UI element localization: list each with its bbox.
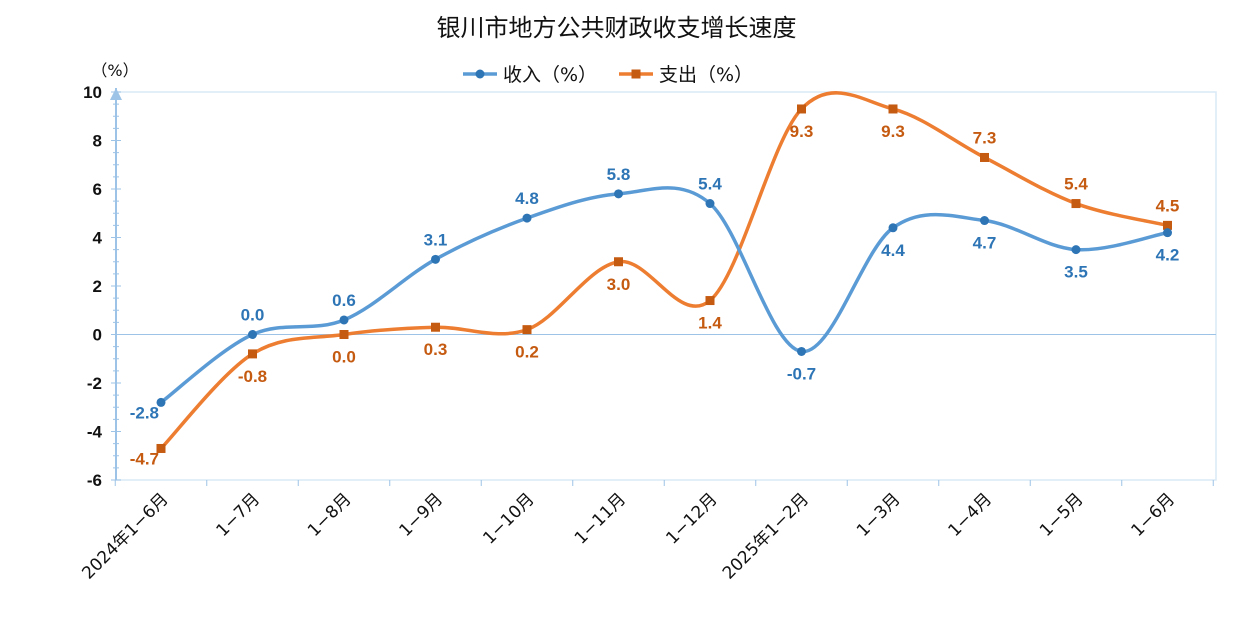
x-tick-label: 1−11月 (571, 489, 630, 548)
series-line-expenditure (159, 91, 1168, 450)
data-point-expenditure (156, 443, 166, 453)
x-tick-label: 2024年1−6月 (78, 489, 172, 583)
y-tick-label: 4 (93, 229, 103, 248)
y-tick-label: 0 (93, 326, 102, 345)
y-tick-label: 6 (93, 180, 102, 199)
data-point-income (431, 254, 440, 264)
data-label-expenditure: 9.3 (881, 122, 905, 141)
data-point-income (797, 346, 806, 356)
data-label-income: -2.8 (130, 403, 159, 422)
x-tick-label: 1−3月 (853, 489, 905, 541)
series-line-income (159, 186, 1168, 404)
data-label-expenditure: 0.0 (332, 348, 356, 367)
data-label-expenditure: -0.8 (238, 367, 267, 386)
y-tick-label: -2 (87, 374, 102, 393)
data-point-income (888, 223, 898, 233)
data-label-income: 0.6 (332, 291, 356, 310)
data-point-income (248, 330, 257, 339)
data-label-income: 4.2 (1156, 246, 1180, 265)
data-label-income: 5.4 (698, 175, 722, 194)
y-tick-label: -4 (87, 423, 103, 442)
data-label-expenditure: 4.5 (1156, 196, 1180, 215)
data-label-expenditure: 1.4 (698, 314, 722, 333)
y-tick-label: 8 (93, 132, 102, 151)
data-point-income (614, 189, 623, 199)
data-point-income (156, 397, 166, 407)
data-point-expenditure (1071, 199, 1081, 209)
data-label-expenditure: 0.2 (515, 343, 539, 362)
data-label-income: 4.7 (973, 234, 997, 253)
data-label-income: 3.5 (1064, 263, 1088, 282)
data-point-expenditure (614, 257, 623, 267)
y-axis-unit-label: （%） (91, 61, 138, 80)
x-tick-label: 2025年1−2月 (719, 489, 813, 583)
data-label-income: 5.8 (607, 165, 631, 184)
x-tick-label: 1−12月 (662, 489, 721, 548)
y-tick-label: 10 (83, 83, 102, 102)
data-label-expenditure: 3.0 (607, 275, 631, 294)
data-point-income (1071, 245, 1081, 255)
y-axis-arrow (110, 88, 122, 100)
x-tick-label: 1−7月 (212, 489, 264, 541)
x-tick-label: 1−4月 (944, 489, 996, 541)
data-label-expenditure: -4.7 (130, 449, 159, 468)
data-point-income (339, 315, 349, 325)
legend-label-expenditure: 支出（%） (659, 64, 753, 86)
data-label-income: 0.0 (241, 306, 265, 325)
data-label-expenditure: 7.3 (973, 128, 997, 147)
legend-marker-income (475, 69, 485, 79)
data-point-expenditure (431, 322, 440, 332)
data-label-income: 4.4 (881, 241, 905, 260)
y-tick-label: -6 (87, 471, 102, 490)
data-point-expenditure (248, 349, 257, 359)
data-point-expenditure (522, 325, 532, 335)
data-point-expenditure (339, 330, 349, 339)
plot-area-border (115, 91, 1217, 481)
x-tick-label: 1−6月 (1127, 489, 1179, 541)
legend-label-income: 收入（%） (503, 64, 597, 86)
data-label-income: 3.1 (424, 230, 448, 249)
data-point-expenditure (797, 104, 806, 114)
legend-marker-expenditure (631, 69, 641, 79)
data-point-income (705, 199, 715, 209)
data-label-expenditure: 0.3 (424, 340, 448, 359)
data-point-expenditure (705, 296, 715, 306)
data-label-income: -0.7 (787, 364, 816, 383)
chart-title: 银川市地方公共财政收支增长速度 (436, 14, 797, 42)
data-point-income (1163, 228, 1172, 238)
data-point-expenditure (980, 152, 989, 162)
x-tick-label: 1−9月 (395, 489, 447, 541)
data-point-income (522, 213, 532, 223)
data-point-expenditure (1163, 220, 1172, 230)
x-tick-label: 1−10月 (479, 489, 538, 548)
x-tick-label: 1−8月 (304, 489, 356, 541)
y-tick-label: 2 (93, 277, 102, 296)
data-label-expenditure: 9.3 (790, 122, 814, 141)
data-label-income: 4.8 (515, 189, 539, 208)
data-point-income (980, 216, 989, 226)
data-point-expenditure (888, 104, 898, 114)
data-label-expenditure: 5.4 (1064, 175, 1088, 194)
x-tick-label: 1−5月 (1036, 489, 1088, 541)
